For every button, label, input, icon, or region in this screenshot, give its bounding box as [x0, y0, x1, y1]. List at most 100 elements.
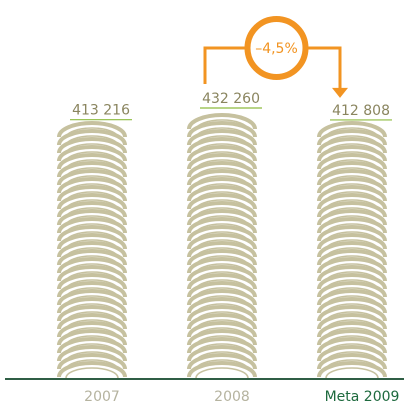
stack-arc [317, 289, 387, 306]
bar-stack [317, 121, 387, 379]
stack-arc-inner [195, 215, 249, 227]
stack-arc [317, 217, 387, 234]
stack-arc-inner [325, 159, 379, 171]
stack-arc-inner [195, 119, 249, 131]
stack-arc [57, 233, 127, 250]
stack-arc [317, 353, 387, 370]
stack-arc-inner [195, 359, 249, 371]
stack-arc-inner [325, 351, 379, 363]
stack-arc-inner [65, 151, 119, 163]
stack-arc [187, 201, 257, 218]
stack-arc-inner [325, 359, 379, 371]
stack-arc-inner [325, 327, 379, 339]
stack-arc [187, 161, 257, 178]
stack-arc [317, 121, 387, 138]
stack-arc-inner [325, 215, 379, 227]
stack-arc [187, 121, 257, 138]
stack-arc-inner [195, 335, 249, 347]
stack-arc-inner [195, 231, 249, 243]
stack-arc-inner [65, 367, 119, 379]
stack-arc-inner [195, 255, 249, 267]
category-label: Meta 2009 [325, 389, 400, 405]
stack-arc-inner [325, 127, 379, 139]
stack-arc-inner [195, 279, 249, 291]
stack-arc-inner [195, 191, 249, 203]
stack-arc [57, 273, 127, 290]
stack-arc [317, 153, 387, 170]
category-label: 2007 [84, 389, 120, 405]
stack-arc-inner [195, 175, 249, 187]
stack-arc [57, 353, 127, 370]
stack-arc [317, 209, 387, 226]
stack-arc [317, 169, 387, 186]
stack-arc [317, 273, 387, 290]
stack-arc [187, 305, 257, 322]
stack-arc [317, 201, 387, 218]
stack-arc [317, 361, 387, 378]
stack-arc [187, 257, 257, 274]
stack-arc [57, 177, 127, 194]
stack-arc-inner [65, 215, 119, 227]
stack-arc-inner [195, 239, 249, 251]
stack-arc-inner [325, 367, 379, 379]
stack-arc-inner [65, 167, 119, 179]
stack-arc [317, 129, 387, 146]
stack-arc [187, 145, 257, 162]
stack-arc-inner [195, 295, 249, 307]
stack-arc-inner [65, 183, 119, 195]
stack-arc-inner [325, 263, 379, 275]
stack-arc-inner [65, 295, 119, 307]
stack-arc [187, 321, 257, 338]
stack-arc-inner [195, 247, 249, 259]
stack-arc [57, 257, 127, 274]
stack-arc [57, 241, 127, 258]
stack-arc [317, 161, 387, 178]
value-label: 432 260 [202, 91, 260, 107]
stack-arc-inner [195, 327, 249, 339]
stack-arc [187, 169, 257, 186]
stack-arc-inner [325, 239, 379, 251]
stack-arc [57, 281, 127, 298]
stack-arc-inner [195, 199, 249, 211]
stack-arc [187, 177, 257, 194]
annotation-text: –4,5% [255, 41, 298, 57]
stack-arc-inner [325, 143, 379, 155]
stack-arc-inner [65, 319, 119, 331]
stack-arc [57, 153, 127, 170]
stack-arc-inner [65, 271, 119, 283]
bar-stack [187, 113, 257, 379]
stack-arc-inner [65, 127, 119, 139]
stack-arc-inner [65, 175, 119, 187]
stack-arc [187, 137, 257, 154]
stack-arc-inner [65, 159, 119, 171]
stack-arc-inner [195, 223, 249, 235]
stack-arc-inner [195, 263, 249, 275]
stack-arc-inner [65, 263, 119, 275]
stack-arc-inner [65, 343, 119, 355]
stack-arc [317, 257, 387, 274]
stack-arc [317, 249, 387, 266]
stack-arc-inner [195, 143, 249, 155]
stack-arc [317, 337, 387, 354]
stack-arc [57, 129, 127, 146]
stack-arc [187, 209, 257, 226]
stack-arc-inner [325, 319, 379, 331]
stack-arc-inner [325, 223, 379, 235]
stack-arc-inner [65, 287, 119, 299]
stack-arc [57, 329, 127, 346]
stack-arc-inner [325, 343, 379, 355]
stack-arc-inner [325, 175, 379, 187]
stack-arc [57, 209, 127, 226]
stack-arc-inner [325, 271, 379, 283]
stack-arc [57, 137, 127, 154]
stack-arc [57, 337, 127, 354]
bar-stack [57, 121, 127, 379]
stack-arc-inner [325, 279, 379, 291]
stack-arc [187, 297, 257, 314]
stack-arc [187, 113, 257, 130]
stack-arc-inner [65, 255, 119, 267]
stack-arc-inner [65, 351, 119, 363]
stack-arc-inner [325, 287, 379, 299]
stack-arc [317, 145, 387, 162]
stack-arc [317, 313, 387, 330]
